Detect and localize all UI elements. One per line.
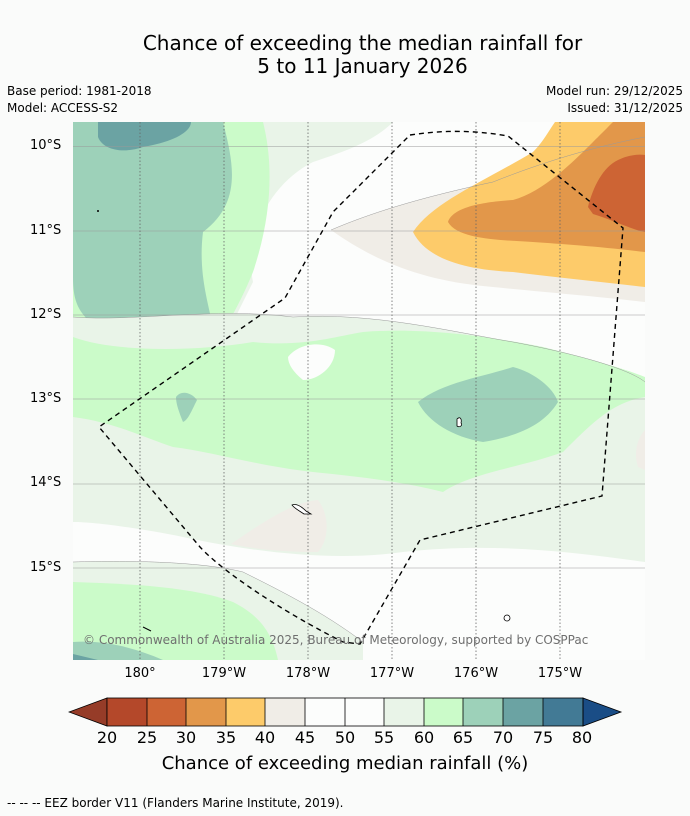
- colorbar-tick: 70: [492, 728, 514, 747]
- eez-border: [97, 130, 624, 645]
- lat-label: 14°S: [30, 475, 62, 490]
- lat-label: 13°S: [30, 391, 62, 406]
- colorbar-swatch-40: [265, 698, 305, 726]
- colorbar-tick: 75: [532, 728, 554, 747]
- island-west: [97, 210, 99, 212]
- colorbar-tick: 30: [175, 728, 197, 747]
- lat-label: 15°S: [30, 560, 62, 575]
- base-period: Base period: 1981-2018: [7, 84, 152, 98]
- model-name: Model: ACCESS-S2: [7, 101, 119, 115]
- colorbar-swatch-65: [463, 698, 503, 726]
- contour-east-40: [635, 430, 645, 470]
- lon-label: 175°W: [537, 666, 583, 681]
- colorbar-swatch-55: [384, 698, 424, 726]
- colorbar-tick: 35: [215, 728, 237, 747]
- lat-label: 12°S: [30, 307, 62, 322]
- colorbar-swatch-60: [424, 698, 463, 726]
- contour-sw-60: [73, 582, 278, 660]
- colorbar-tick: 45: [294, 728, 316, 747]
- lon-label: 180°: [124, 666, 156, 681]
- eez-footnote: -- -- -- EEZ border V11 (Flanders Marine…: [7, 796, 344, 810]
- title-line-2: 5 to 11 January 2026: [257, 54, 468, 78]
- colorbar: [68, 697, 623, 727]
- colorbar-tick: 50: [334, 728, 356, 747]
- colorbar-swatch-35: [226, 698, 265, 726]
- colorbar-swatch-50: [345, 698, 384, 726]
- colorbar-swatch-20: [107, 698, 147, 726]
- meridians: [139, 122, 561, 660]
- copyright-notice: © Commonwealth of Australia 2025, Bureau…: [83, 633, 589, 647]
- colorbar-swatch-75: [543, 698, 583, 726]
- colorbar-swatch-25: [147, 698, 186, 726]
- chart-title: Chance of exceeding the median rainfall …: [0, 32, 690, 78]
- colorbar-over-arrow: [582, 697, 623, 727]
- island-southeast: [503, 614, 511, 622]
- issued-date: Issued: 31/12/2025: [567, 101, 683, 115]
- colorbar-tick: 65: [452, 728, 474, 747]
- contour-islet-65: [176, 392, 197, 422]
- colorbar-label: Chance of exceeding median rainfall (%): [161, 753, 529, 774]
- lon-label: 179°W: [201, 666, 247, 681]
- colorbar-tick: 80: [571, 728, 593, 747]
- colorbar-tick: 60: [413, 728, 435, 747]
- colorbar-dividers: [106, 697, 584, 727]
- island-sw: [142, 626, 152, 632]
- graticule: [73, 146, 645, 569]
- colorbar-swatch-30: [186, 698, 226, 726]
- colorbar-tick: 55: [373, 728, 395, 747]
- colorbar-tick: 20: [96, 728, 118, 747]
- title-line-1: Chance of exceeding the median rainfall …: [142, 31, 583, 55]
- lon-label: 178°W: [285, 666, 331, 681]
- contour-lines: [73, 136, 645, 643]
- lat-label: 11°S: [30, 223, 62, 238]
- contour-west-65: [73, 122, 232, 333]
- island-south: [291, 504, 313, 515]
- colorbar-tick: 25: [136, 728, 158, 747]
- contour-ne-30: [448, 122, 645, 252]
- meta-right: Model run: 29/12/2025 Issued: 31/12/2025: [546, 83, 683, 117]
- contour-central-65: [418, 367, 558, 442]
- contour-west-70: [98, 122, 191, 151]
- contour-ne-25: [588, 154, 645, 232]
- meta-left: Base period: 1981-2018 Model: ACCESS-S2: [7, 83, 152, 117]
- lat-label: 10°S: [30, 138, 62, 153]
- colorbar-swatch-45: [305, 698, 345, 726]
- rainfall-map: [73, 122, 645, 660]
- contour-sw-65: [73, 641, 163, 660]
- lon-label: 177°W: [369, 666, 415, 681]
- contour-inner-white: [288, 344, 335, 380]
- contour-sw-70: [73, 654, 98, 660]
- colorbar-swatch-70: [503, 698, 543, 726]
- island-central: [456, 417, 463, 428]
- colorbar-under-arrow: [68, 697, 108, 727]
- model-run: Model run: 29/12/2025: [545, 84, 683, 98]
- colorbar-tick: 40: [254, 728, 276, 747]
- lon-label: 176°W: [453, 666, 499, 681]
